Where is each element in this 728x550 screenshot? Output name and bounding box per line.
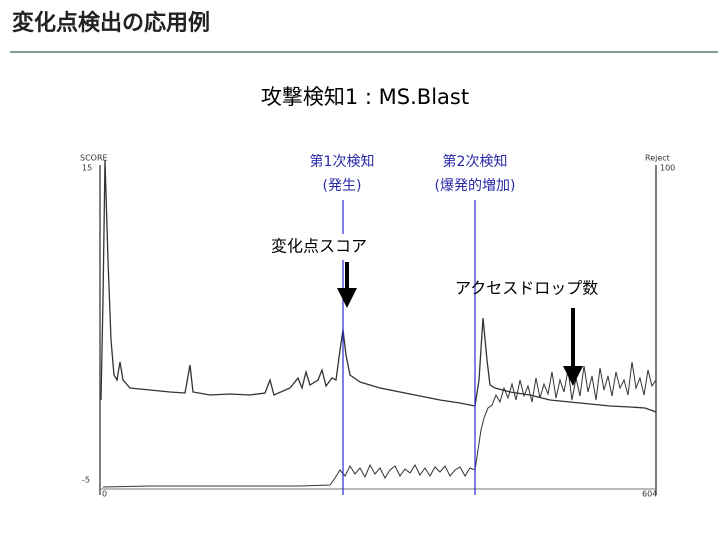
score-trace bbox=[100, 159, 657, 413]
axis-text: 15 bbox=[82, 164, 92, 173]
annotation: 第2次検知 bbox=[443, 153, 508, 170]
annotation: 第1次検知 bbox=[310, 153, 375, 170]
axis-text: 100 bbox=[660, 164, 675, 173]
annotation: (発生) bbox=[323, 178, 362, 194]
chart-figure: SCORE 15 -5 Reject 100 0 604 第1次検知 (発生) … bbox=[80, 150, 675, 499]
annotation: (爆発的増加) bbox=[435, 178, 516, 194]
annotation: アクセスドロップ数 bbox=[455, 279, 598, 298]
axis-text: SCORE bbox=[80, 154, 108, 163]
drop-trace bbox=[102, 361, 657, 488]
annotation: 変化点スコア bbox=[271, 237, 367, 256]
arrow-head bbox=[563, 366, 583, 386]
label-box bbox=[292, 150, 392, 200]
subtitle: 攻撃検知1 : MS.Blast bbox=[261, 85, 469, 109]
label-box bbox=[268, 234, 418, 260]
axis-text: 604 bbox=[642, 490, 657, 499]
slide-title: 変化点検出の応用例 bbox=[12, 10, 210, 36]
axis-text: 0 bbox=[102, 490, 107, 499]
label-box bbox=[412, 150, 537, 200]
axis-text: -5 bbox=[82, 476, 90, 485]
axis-text: Reject bbox=[645, 154, 670, 163]
arrow-head bbox=[337, 288, 357, 308]
